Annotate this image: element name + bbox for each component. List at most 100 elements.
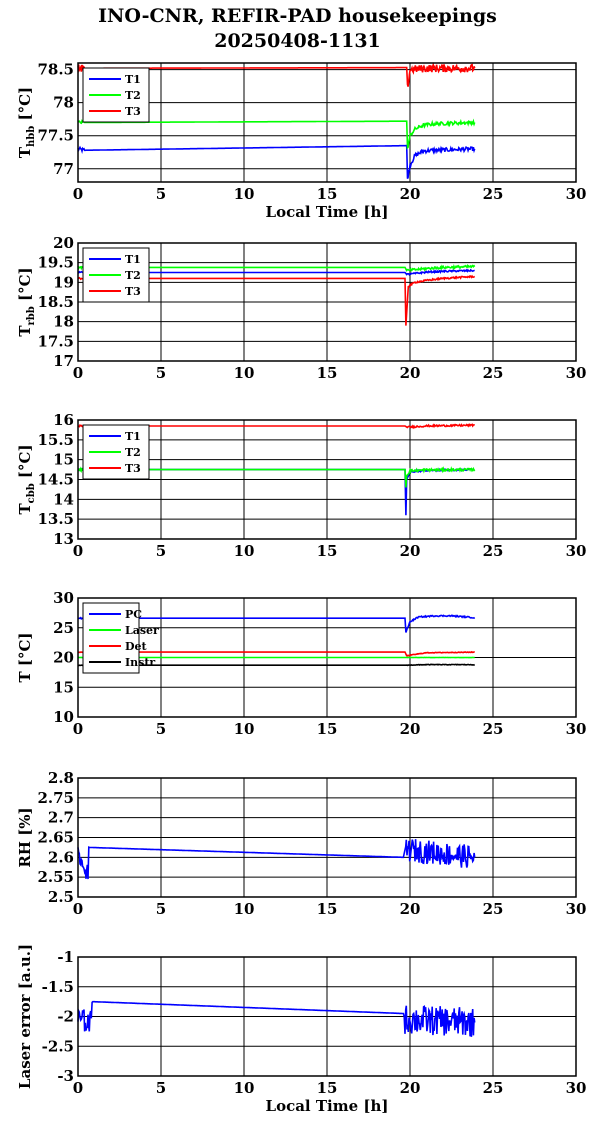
y-tick-label: -3 [57, 1067, 74, 1085]
series-line-det [77, 650, 475, 657]
plot-frame [77, 242, 577, 362]
x-tick-label: 0 [73, 364, 83, 382]
y-tick-label: 20 [53, 649, 74, 667]
x-tick-label: 25 [483, 900, 504, 918]
x-tick-label: 15 [317, 720, 338, 738]
y-tick-label: 77.5 [37, 127, 74, 145]
plot-frame [77, 419, 577, 540]
series-line-t1 [77, 144, 476, 179]
x-tick-label: 25 [483, 542, 504, 560]
y-tick-label: 18 [53, 313, 74, 331]
y-tick-label: 14.5 [37, 471, 74, 489]
x-tick-label: 15 [317, 542, 338, 560]
y-tick-label: 10 [53, 708, 74, 726]
chart-panel-1: 0 5 10 15 20 25 30 77 77.5 78 78.5 Local Time [h] Th… [16, 61, 586, 221]
plot-frame [77, 956, 577, 1077]
legend-label-pc: PC [125, 608, 142, 621]
legend-label-t2: T2 [125, 446, 141, 459]
series-line-pc [78, 614, 476, 633]
x-tick-label: 10 [234, 900, 255, 918]
x-tick-label: 20 [400, 542, 421, 560]
chart-title-line2: 20250408-1131 [214, 30, 381, 52]
y-tick-label: -2.5 [42, 1037, 74, 1055]
y-tick-label: 15 [53, 451, 74, 469]
x-axis-label: Local Time [h] [266, 1097, 389, 1115]
x-tick-label: 15 [317, 185, 338, 203]
x-tick-label: 5 [156, 1079, 166, 1097]
y-tick-label: 14 [53, 490, 74, 508]
y-tick-label: -1 [57, 948, 74, 966]
legend-label-t1: T1 [125, 73, 141, 86]
y-tick-label: 2.65 [37, 829, 74, 847]
y-tick-label: 13 [53, 530, 74, 548]
y-tick-label: 19.5 [37, 254, 74, 272]
legend-label-t1: T1 [125, 430, 141, 443]
x-tick-label: 30 [566, 364, 587, 382]
y-tick-label: 19 [53, 273, 74, 291]
x-axis-label: Local Time [h] [266, 203, 389, 221]
chart-panel-4: 0 5 10 15 20 25 30 10 15 20 25 30 T [°C] PC Laser Det In… [16, 589, 586, 738]
legend-label-t2: T2 [125, 89, 141, 102]
x-tick-label: 25 [483, 1079, 504, 1097]
x-tick-label: 25 [483, 720, 504, 738]
x-tick-label: 25 [483, 364, 504, 382]
x-tick-label: 10 [234, 720, 255, 738]
y-axis-label: Thbb [°C] [16, 87, 37, 158]
y-tick-label: 15.5 [37, 431, 74, 449]
x-tick-label: 20 [400, 185, 421, 203]
legend-label-instr: Instr [125, 656, 155, 669]
x-tick-label: 5 [156, 185, 166, 203]
y-tick-label: 2.5 [48, 888, 74, 906]
x-tick-label: 30 [566, 900, 587, 918]
x-tick-label: 20 [400, 900, 421, 918]
x-tick-label: 30 [566, 1079, 587, 1097]
y-tick-label: 25 [53, 619, 74, 637]
y-axis-label: RH [%] [16, 807, 34, 867]
y-tick-label: 2.8 [48, 769, 74, 787]
x-tick-label: 15 [317, 364, 338, 382]
x-tick-label: 10 [234, 542, 255, 560]
y-tick-label: 77 [53, 160, 74, 178]
plot-frame [77, 777, 577, 898]
y-tick-label: 78.5 [37, 61, 74, 79]
legend-label-laser: Laser [125, 624, 159, 637]
x-tick-label: 20 [400, 364, 421, 382]
y-axis-label: Tcbb [°C] [16, 444, 37, 514]
y-axis-label: T [°C] [16, 632, 34, 682]
series-line-data [77, 839, 476, 880]
chart-panel-5: 0 5 10 15 20 25 30 2.5 2.55 2.62.65 2.7 2.75 2.8 RH [… [16, 769, 586, 918]
x-tick-label: 20 [400, 1079, 421, 1097]
x-tick-label: 5 [156, 900, 166, 918]
y-tick-label: 30 [53, 589, 74, 607]
y-axis-label: Trbb [°C] [16, 267, 37, 336]
y-tick-label: 13.5 [37, 510, 74, 528]
x-tick-label: 5 [156, 720, 166, 738]
y-tick-label: -2 [57, 1008, 74, 1026]
legend-label-t3: T3 [125, 285, 141, 298]
y-tick-label: 20 [53, 234, 74, 252]
x-tick-label: 30 [566, 542, 587, 560]
y-tick-label: 17 [53, 352, 74, 370]
x-tick-label: 10 [234, 364, 255, 382]
x-tick-label: 0 [73, 185, 83, 203]
y-tick-label: -1.5 [42, 978, 74, 996]
series-line-data [77, 1000, 476, 1037]
x-tick-label: 0 [73, 900, 83, 918]
x-tick-label: 30 [566, 720, 587, 738]
x-tick-label: 0 [73, 720, 83, 738]
x-tick-label: 30 [566, 185, 587, 203]
chart-title-line1: INO-CNR, REFIR-PAD housekeepings [98, 5, 497, 27]
y-tick-label: 17.5 [37, 332, 74, 350]
x-tick-label: 10 [234, 185, 255, 203]
series-line-t2 [77, 118, 476, 150]
legend-label-det: Det [125, 640, 148, 653]
legend-label-t3: T3 [125, 462, 141, 475]
y-tick-label: 16 [53, 411, 74, 429]
x-tick-label: 15 [317, 1079, 338, 1097]
y-tick-label: 2.6 [48, 848, 74, 866]
x-tick-label: 5 [156, 542, 166, 560]
x-tick-label: 10 [234, 1079, 255, 1097]
